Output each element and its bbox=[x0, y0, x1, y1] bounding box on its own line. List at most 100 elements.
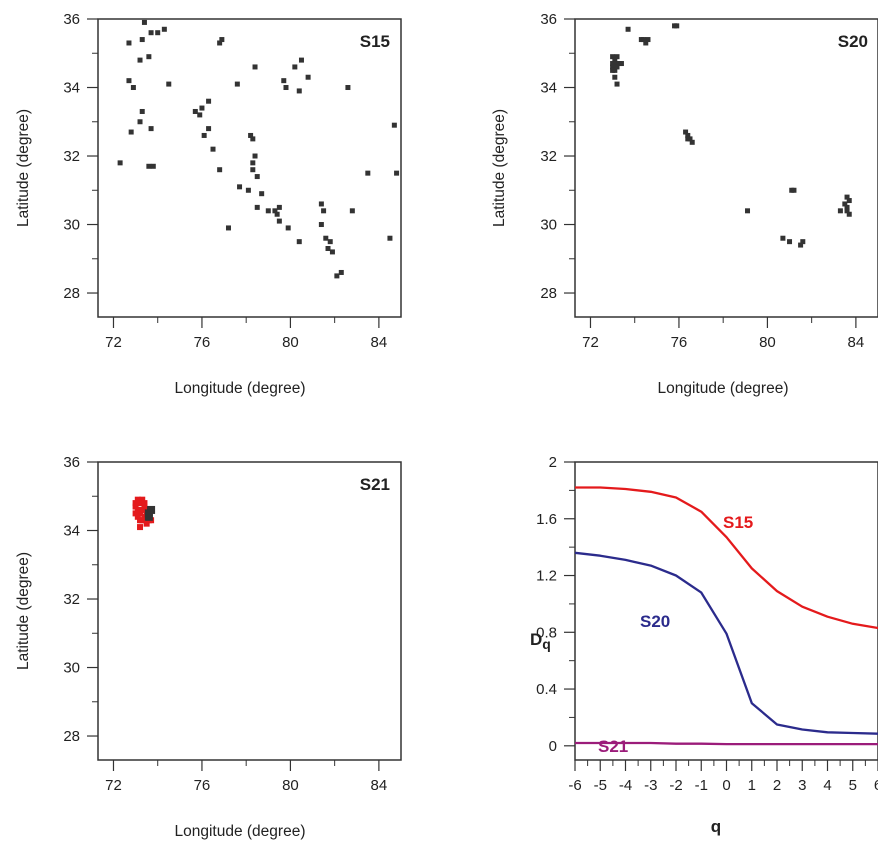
panel-title: S21 bbox=[360, 475, 390, 494]
data-point bbox=[148, 30, 154, 36]
data-point bbox=[645, 37, 651, 43]
x-tick-label: -4 bbox=[619, 777, 632, 794]
x-axis-title: Longitude (degree) bbox=[175, 823, 306, 840]
data-point bbox=[745, 208, 751, 214]
plot-frame bbox=[574, 18, 878, 318]
data-point bbox=[245, 187, 251, 193]
x-tick-label: 5 bbox=[849, 777, 857, 794]
series-labels: S15 S20 S21 bbox=[598, 513, 753, 756]
x-tick-label: 76 bbox=[671, 334, 688, 351]
data-point bbox=[217, 40, 223, 46]
x-tick-label: 1 bbox=[748, 777, 756, 794]
data-point bbox=[126, 40, 132, 46]
y-tick-label: 32 bbox=[63, 148, 80, 165]
y-tick-label: 32 bbox=[63, 591, 80, 608]
data-point-red bbox=[134, 513, 141, 520]
data-point bbox=[117, 160, 123, 166]
scatter-panel-s21: S21 Longitude (degree) Latitude (degree)… bbox=[15, 454, 402, 840]
data-point bbox=[612, 74, 618, 80]
plot-frame bbox=[574, 461, 878, 761]
series-line-s15 bbox=[575, 486, 878, 630]
y-tick-label: 0 bbox=[549, 738, 557, 755]
y-tick-label: 32 bbox=[540, 148, 557, 165]
y-tick-label: 28 bbox=[63, 728, 80, 745]
data-point-red bbox=[141, 500, 148, 507]
data-point-red bbox=[132, 500, 139, 507]
axis-ticks: 72 76 80 84 28 30 32 34 36 bbox=[63, 11, 387, 351]
data-point bbox=[329, 249, 335, 255]
data-point bbox=[250, 136, 256, 142]
plot-frame bbox=[97, 18, 402, 318]
x-tick-label: 80 bbox=[282, 334, 299, 351]
series-label-s21: S21 bbox=[598, 737, 628, 756]
data-point bbox=[296, 239, 302, 245]
data-point bbox=[846, 198, 852, 204]
data-point bbox=[141, 19, 147, 25]
data-point bbox=[206, 126, 212, 132]
data-point bbox=[128, 129, 134, 135]
x-tick-label: 72 bbox=[105, 777, 122, 794]
y-axis-title: Latitude (degree) bbox=[491, 109, 508, 227]
data-point bbox=[252, 64, 258, 70]
data-point bbox=[139, 37, 145, 43]
data-point bbox=[844, 194, 850, 200]
x-tick-label: -1 bbox=[695, 777, 708, 794]
data-point bbox=[387, 235, 393, 241]
data-point bbox=[147, 505, 156, 514]
data-point-red bbox=[141, 503, 148, 510]
data-point-red bbox=[134, 496, 141, 503]
data-point bbox=[610, 64, 616, 70]
data-point bbox=[217, 167, 223, 173]
data-point bbox=[210, 146, 216, 152]
scatter-panel-s15: S15 Longitude (degree) Latitude (degree)… bbox=[15, 11, 402, 397]
data-point-red bbox=[132, 510, 139, 517]
data-point-red bbox=[137, 517, 144, 524]
y-axis-title-main: D bbox=[530, 630, 542, 649]
data-point bbox=[252, 153, 258, 159]
data-point bbox=[800, 239, 806, 245]
data-point bbox=[137, 57, 143, 63]
data-point bbox=[612, 57, 618, 63]
data-point bbox=[391, 122, 397, 128]
data-point bbox=[614, 54, 620, 60]
data-point bbox=[139, 108, 145, 114]
data-point bbox=[338, 269, 344, 275]
series-label-s15: S15 bbox=[723, 513, 753, 532]
data-point bbox=[197, 112, 203, 118]
data-point bbox=[837, 208, 843, 214]
data-points bbox=[117, 19, 400, 279]
data-point bbox=[146, 54, 152, 60]
x-tick-label: 0 bbox=[722, 777, 730, 794]
x-tick-label: 84 bbox=[371, 777, 388, 794]
data-point bbox=[318, 201, 324, 207]
data-point bbox=[274, 211, 280, 217]
data-point bbox=[842, 201, 848, 207]
data-point bbox=[237, 184, 243, 190]
line-panel-dq: Dq q -6-5-4-3-2-1012345600.40.81.21.62 S… bbox=[530, 454, 878, 836]
data-point bbox=[625, 26, 631, 32]
x-tick-label: 76 bbox=[194, 334, 211, 351]
data-point bbox=[614, 81, 620, 87]
data-point bbox=[685, 136, 691, 142]
data-point bbox=[146, 163, 152, 169]
data-point bbox=[248, 132, 254, 138]
data-point bbox=[201, 132, 207, 138]
y-tick-label: 1.2 bbox=[536, 568, 557, 585]
data-points bbox=[610, 23, 852, 248]
data-point bbox=[254, 174, 260, 180]
data-point bbox=[787, 239, 793, 245]
data-point bbox=[325, 245, 331, 251]
data-point bbox=[272, 208, 278, 214]
x-tick-label: -6 bbox=[568, 777, 581, 794]
axis-ticks: -6-5-4-3-2-1012345600.40.81.21.62 bbox=[536, 454, 878, 794]
y-tick-label: 0.8 bbox=[536, 624, 557, 641]
y-tick-label: 0.4 bbox=[536, 681, 557, 698]
y-tick-label: 36 bbox=[63, 11, 80, 28]
data-points bbox=[132, 496, 156, 531]
data-point bbox=[285, 225, 291, 231]
data-point bbox=[283, 85, 289, 91]
x-tick-label: 6 bbox=[874, 777, 878, 794]
data-point bbox=[137, 119, 143, 125]
plot-frame bbox=[97, 461, 402, 761]
data-point bbox=[305, 74, 311, 80]
